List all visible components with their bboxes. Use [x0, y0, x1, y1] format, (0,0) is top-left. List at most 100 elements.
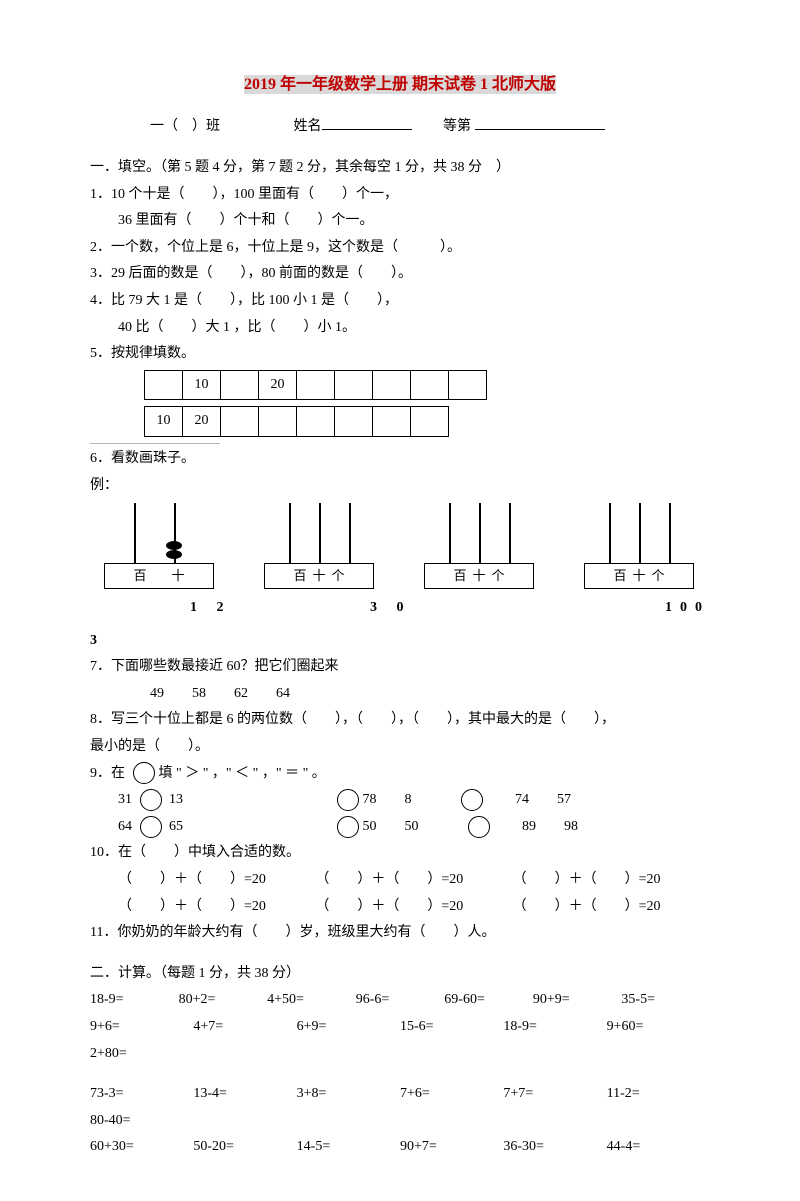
calc-row-1: 18-9=80+2=4+50=96-6=69-60=90+9=35-5= — [90, 987, 710, 1014]
calc-item: 14-5= — [297, 1134, 400, 1161]
q2: 2．一个数，个位上是 6，十位上是 9，这个数是（ ）。 — [90, 235, 710, 262]
abacus-row: 百 十 百十个 百十个 百十个 — [90, 503, 710, 593]
abacus-bead — [166, 550, 182, 559]
compare-circle[interactable] — [140, 816, 162, 838]
calc-item: 7+7= — [503, 1081, 606, 1108]
calc-item: 35-5= — [621, 987, 710, 1014]
q10-cell: （ ）＋（ ）=20 — [118, 867, 315, 894]
abacus-base: 百 十 — [104, 563, 214, 589]
q9-3a: 74 — [515, 792, 529, 807]
abacus-base: 百十个 — [264, 563, 374, 589]
seq-cell[interactable] — [335, 370, 373, 400]
title-rest: 年一年级数学上册 期末试卷 1 北师大版 — [276, 75, 556, 94]
calc-row-4: 60+30=50-20=14-5=90+7=36-30=44-4= — [90, 1134, 710, 1161]
calc-item: 69-60= — [444, 987, 533, 1014]
calc-item: 60+30= — [90, 1134, 193, 1161]
seq-cell[interactable]: 20 — [259, 370, 297, 400]
compare-circle[interactable] — [468, 816, 490, 838]
abacus: 百十个 — [264, 503, 374, 593]
bold-3: 3 — [90, 628, 710, 655]
calc-item: 7+6= — [400, 1081, 503, 1108]
q10: 10．在（ ）中填入合适的数。 — [90, 840, 710, 867]
seq-cell[interactable] — [145, 370, 183, 400]
abacus: 百十个 — [424, 503, 534, 593]
abacus-num-2: 3 0 — [350, 595, 570, 622]
q9-5b: 50 — [405, 819, 419, 834]
abacus-rod — [479, 503, 481, 563]
calc-row-2x: 2+80= — [90, 1041, 710, 1068]
q9-1b: 13 — [169, 787, 209, 814]
calc-item: 73-3= — [90, 1081, 193, 1108]
seq-cell[interactable] — [411, 370, 449, 400]
seq-cell[interactable] — [373, 407, 411, 437]
abacus-base: 百十个 — [424, 563, 534, 589]
abacus-number-labels: 1 2 3 0 100 — [90, 595, 710, 622]
seq-cell[interactable] — [411, 407, 449, 437]
calc-item: 6+9= — [297, 1014, 400, 1041]
abacus-rod — [609, 503, 611, 563]
section-1-heading: 一．填空。（第 5 题 4 分，第 7 题 2 分，其余每空 1 分，共 38 … — [90, 155, 710, 182]
seq-cell[interactable] — [373, 370, 411, 400]
calc-item: 50-20= — [193, 1134, 296, 1161]
seq-cell[interactable] — [335, 407, 373, 437]
abacus-rod — [509, 503, 511, 563]
calc-item: 18-9= — [90, 987, 179, 1014]
q9-4a: 64 — [118, 819, 132, 834]
abacus-rod — [349, 503, 351, 563]
class-prefix: 一（ — [150, 119, 178, 134]
calc-item: 90+9= — [533, 987, 622, 1014]
grade-blank[interactable] — [475, 115, 605, 130]
abacus-num-1: 1 2 — [150, 595, 350, 622]
sequence-table-1: 10 20 — [144, 370, 487, 401]
abacus: 百 十 — [104, 503, 214, 593]
q6: 6．看数画珠子。 — [90, 446, 710, 473]
abacus-base: 百十个 — [584, 563, 694, 589]
abacus: 百十个 — [584, 503, 694, 593]
calc-row-2: 9+6=4+7=6+9=15-6=18-9=9+60= — [90, 1014, 710, 1041]
q8b: 最小的是（ ）。 — [90, 734, 710, 761]
name-blank[interactable] — [322, 115, 412, 130]
abacus-rod — [449, 503, 451, 563]
abacus-rod — [289, 503, 291, 563]
q9-1a: 31 — [118, 792, 132, 807]
calc-row-3: 73-3=13-4=3+8=7+6=7+7=11-2= — [90, 1081, 710, 1108]
q1a: 1．10 个十是（ ），100 里面有（ ）个一， — [90, 182, 710, 209]
q9: 9．在 填 " ＞ " ，" ＜ " ，" ＝ " 。 — [90, 761, 710, 788]
seq-cell[interactable] — [221, 370, 259, 400]
divider — [90, 443, 220, 444]
seq-cell[interactable]: 10 — [183, 370, 221, 400]
q10-grid: （ ）＋（ ）=20（ ）＋（ ）=20（ ）＋（ ）=20（ ）＋（ ）=20… — [90, 867, 710, 920]
abacus-rod — [134, 503, 136, 563]
calc-item: 44-4= — [607, 1134, 710, 1161]
calc-item: 9+6= — [90, 1014, 193, 1041]
seq-cell[interactable] — [221, 407, 259, 437]
compare-circle[interactable] — [337, 816, 359, 838]
q1b: 36 里面有（ ）个十和（ ）个一。 — [90, 208, 710, 235]
calc-row-3x: 80-40= — [90, 1108, 710, 1135]
abacus-rod — [639, 503, 641, 563]
seq-cell[interactable]: 20 — [183, 407, 221, 437]
calc-item: 18-9= — [503, 1014, 606, 1041]
compare-circle[interactable] — [337, 789, 359, 811]
q9-4b: 65 — [169, 814, 209, 841]
seq-cell[interactable] — [297, 370, 335, 400]
seq-cell[interactable] — [259, 407, 297, 437]
name-label: 姓名 — [294, 119, 322, 134]
circle-icon — [133, 762, 155, 784]
q10-cell: （ ）＋（ ）=20 — [315, 867, 512, 894]
compare-circle[interactable] — [140, 789, 162, 811]
abacus-num-3: 100 — [570, 595, 710, 622]
abacus-rod — [669, 503, 671, 563]
class-suffix: ）班 — [192, 119, 220, 134]
calc-item: 13-4= — [193, 1081, 296, 1108]
sequence-table-2: 1020 — [144, 406, 449, 437]
title-year: 2019 — [244, 75, 276, 94]
q10-cell: （ ）＋（ ）=20 — [513, 894, 710, 921]
compare-circle[interactable] — [461, 789, 483, 811]
seq-cell[interactable]: 10 — [145, 407, 183, 437]
abacus-bead — [166, 541, 182, 550]
q4a: 4．比 79 大 1 是（ ），比 100 小 1 是（ ）， — [90, 288, 710, 315]
seq-cell[interactable] — [449, 370, 487, 400]
seq-cell[interactable] — [297, 407, 335, 437]
q10-cell: （ ）＋（ ）=20 — [118, 894, 315, 921]
